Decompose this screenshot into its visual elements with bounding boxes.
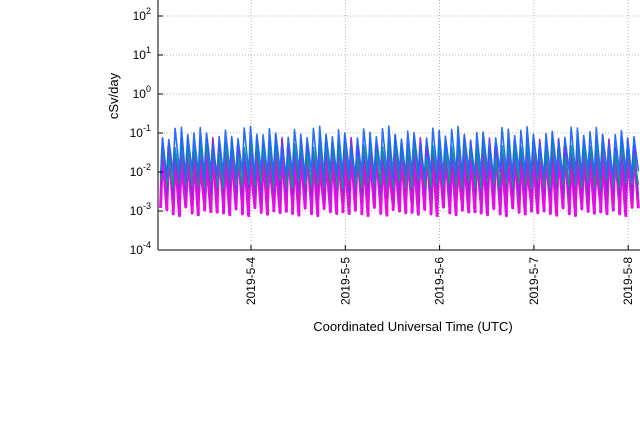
series-line-4 bbox=[159, 125, 640, 181]
y-tick-label: 10-1 bbox=[130, 123, 151, 140]
y-tick-label: 101 bbox=[133, 45, 151, 62]
y-tick-label: 10-2 bbox=[130, 162, 151, 179]
x-axis-label: Coordinated Universal Time (UTC) bbox=[313, 319, 512, 334]
y-axis-label: cSv/day bbox=[106, 72, 121, 119]
x-tick-label: 2019-5-4 bbox=[244, 257, 258, 305]
x-axis-ticks: 2019-5-4 2019-5-5 2019-5-6 2019-5-7 2019-5-8 bbox=[244, 257, 635, 305]
x-tick-label: 2019-5-5 bbox=[338, 257, 352, 305]
y-tick-label: 10-4 bbox=[130, 240, 151, 257]
x-tick-label: 2019-5-8 bbox=[621, 257, 635, 305]
series-line-3 bbox=[159, 137, 640, 190]
y-tick-label: 100 bbox=[133, 84, 151, 101]
x-tick-label: 2019-5-6 bbox=[433, 257, 447, 305]
x-tick-label: 2019-5-7 bbox=[527, 257, 541, 305]
axes bbox=[157, 0, 640, 251]
series-group bbox=[159, 125, 640, 218]
y-axis-ticks: 102 101 100 10-1 10-2 10-3 10-4 bbox=[130, 6, 151, 257]
y-tick-label: 102 bbox=[133, 6, 151, 23]
y-tick-label: 10-3 bbox=[130, 201, 151, 218]
